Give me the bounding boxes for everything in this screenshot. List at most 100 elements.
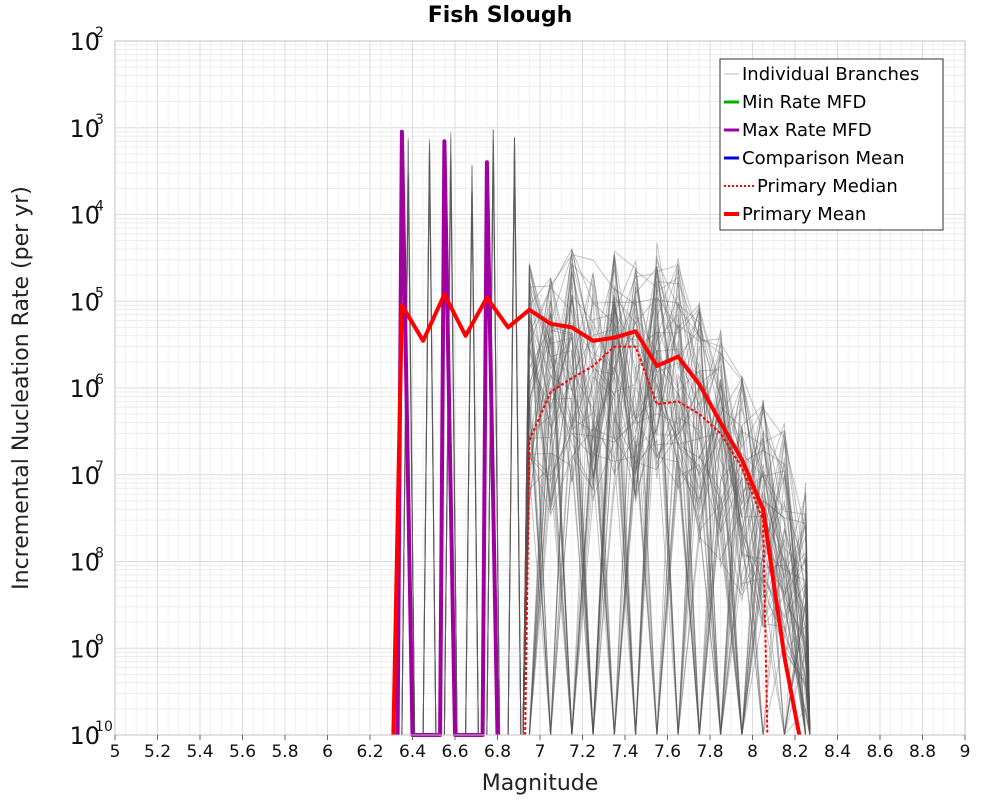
grid <box>114 41 966 736</box>
branch-line <box>522 282 811 736</box>
branch-line <box>522 281 811 736</box>
x-tick-label: 5 <box>110 742 121 762</box>
x-tick-label: 8.6 <box>866 742 893 762</box>
branch-line <box>422 167 437 736</box>
branch-line <box>522 301 811 736</box>
y-tick-exponent: -2 <box>90 25 104 41</box>
branch-line <box>522 254 811 736</box>
series-primary-median <box>524 345 769 736</box>
branch-line <box>522 295 811 736</box>
branch-line <box>522 312 810 736</box>
y-tick-exponent: -9 <box>90 632 104 648</box>
y-tick-exponent: -3 <box>90 112 104 128</box>
branch-line <box>522 255 811 736</box>
x-tick-label: 6.6 <box>441 742 468 762</box>
legend-label: Primary Mean <box>742 204 866 225</box>
y-tick-label: 10 <box>69 549 100 577</box>
x-tick-label: 7.4 <box>611 742 638 762</box>
x-tick-label: 8.4 <box>824 742 851 762</box>
branch-line <box>522 276 811 736</box>
branch-line <box>507 177 522 736</box>
x-tick-label: 5.8 <box>271 742 298 762</box>
branch-line <box>522 318 811 736</box>
x-tick-label: 7.6 <box>654 742 681 762</box>
series-max-rate-mfd <box>395 129 500 737</box>
branch-line <box>522 265 811 736</box>
branch-line <box>522 297 811 736</box>
y-tick-label: 10 <box>69 115 100 143</box>
branch-line <box>465 190 479 736</box>
y-tick-exponent: -8 <box>90 546 104 562</box>
branch-line <box>522 296 810 736</box>
x-tick-label: 7.2 <box>569 742 596 762</box>
x-tick-label: 8.8 <box>909 742 936 762</box>
x-tick-label: 6.2 <box>356 742 383 762</box>
y-tick-exponent: -4 <box>90 199 104 215</box>
branch-line <box>522 263 811 736</box>
branch-line <box>522 272 811 736</box>
branch-line <box>523 250 811 736</box>
y-axis-label: Incremental Nucleation Rate (per yr) <box>9 186 34 590</box>
branch-line <box>522 259 811 736</box>
branch-line <box>522 262 811 736</box>
branch-line <box>522 254 811 736</box>
branch-line <box>523 263 810 736</box>
y-tick-exponent: -10 <box>90 719 113 735</box>
branch-line <box>522 273 811 736</box>
branch-line <box>486 158 501 736</box>
branch-line <box>522 256 810 736</box>
branch-line <box>522 296 811 736</box>
chart-title: Fish Slough <box>428 3 573 28</box>
x-tick-label: 7.8 <box>696 742 723 762</box>
branch-line <box>522 297 811 736</box>
branch-line <box>522 242 811 736</box>
branch-line <box>523 308 811 736</box>
branch-line <box>522 329 810 736</box>
branch-line <box>522 268 810 736</box>
legend: Individual Branches Min Rate MFD Max Rate … <box>719 58 944 231</box>
branch-line <box>523 266 811 736</box>
legend-label: Primary Median <box>757 176 898 197</box>
branch-line <box>523 318 811 736</box>
x-axis-label: Magnitude <box>482 771 599 796</box>
branch-line <box>523 272 810 736</box>
x-axis-ticks: 5 5.2 5.4 5.6 5.8 6 6.2 6.4 6.6 6.8 7 7.2 7.4 7.6 7.8 8… <box>110 735 971 762</box>
x-tick-label: 8.2 <box>781 742 808 762</box>
branch-line <box>522 294 811 736</box>
branch-line <box>522 300 811 736</box>
x-tick-label: 5.6 <box>229 742 256 762</box>
y-tick-label: 10 <box>69 375 100 403</box>
branch-line <box>522 260 811 736</box>
x-tick-label: 5.2 <box>144 742 171 762</box>
legend-label: Max Rate MFD <box>742 120 872 141</box>
branch-line <box>522 275 810 736</box>
branch-line <box>522 280 811 736</box>
branch-line <box>523 265 811 736</box>
branch-line <box>522 282 810 736</box>
y-tick-label: 10 <box>69 462 100 490</box>
branch-line <box>522 272 811 736</box>
y-tick-label: 10 <box>69 288 100 316</box>
branch-line <box>522 255 811 736</box>
branch-line <box>522 270 811 736</box>
y-tick-exponent: -6 <box>90 372 104 388</box>
branch-line <box>522 265 811 736</box>
branch-line <box>522 249 811 736</box>
branch-line <box>522 288 811 736</box>
legend-label: Min Rate MFD <box>742 92 866 113</box>
x-tick-label: 6.8 <box>484 742 511 762</box>
branch-line <box>523 299 811 736</box>
legend-label: Individual Branches <box>742 64 919 85</box>
x-tick-label: 5.4 <box>186 742 213 762</box>
y-tick-label: 10 <box>69 202 100 230</box>
y-tick-label: 10 <box>69 722 100 750</box>
x-tick-label: 9 <box>960 742 971 762</box>
x-tick-label: 6 <box>322 742 333 762</box>
branch-line <box>523 299 811 736</box>
y-tick-exponent: -7 <box>90 459 104 475</box>
branch-line <box>522 287 810 736</box>
y-tick-label: 10 <box>69 28 100 56</box>
x-tick-label: 6.4 <box>399 742 426 762</box>
